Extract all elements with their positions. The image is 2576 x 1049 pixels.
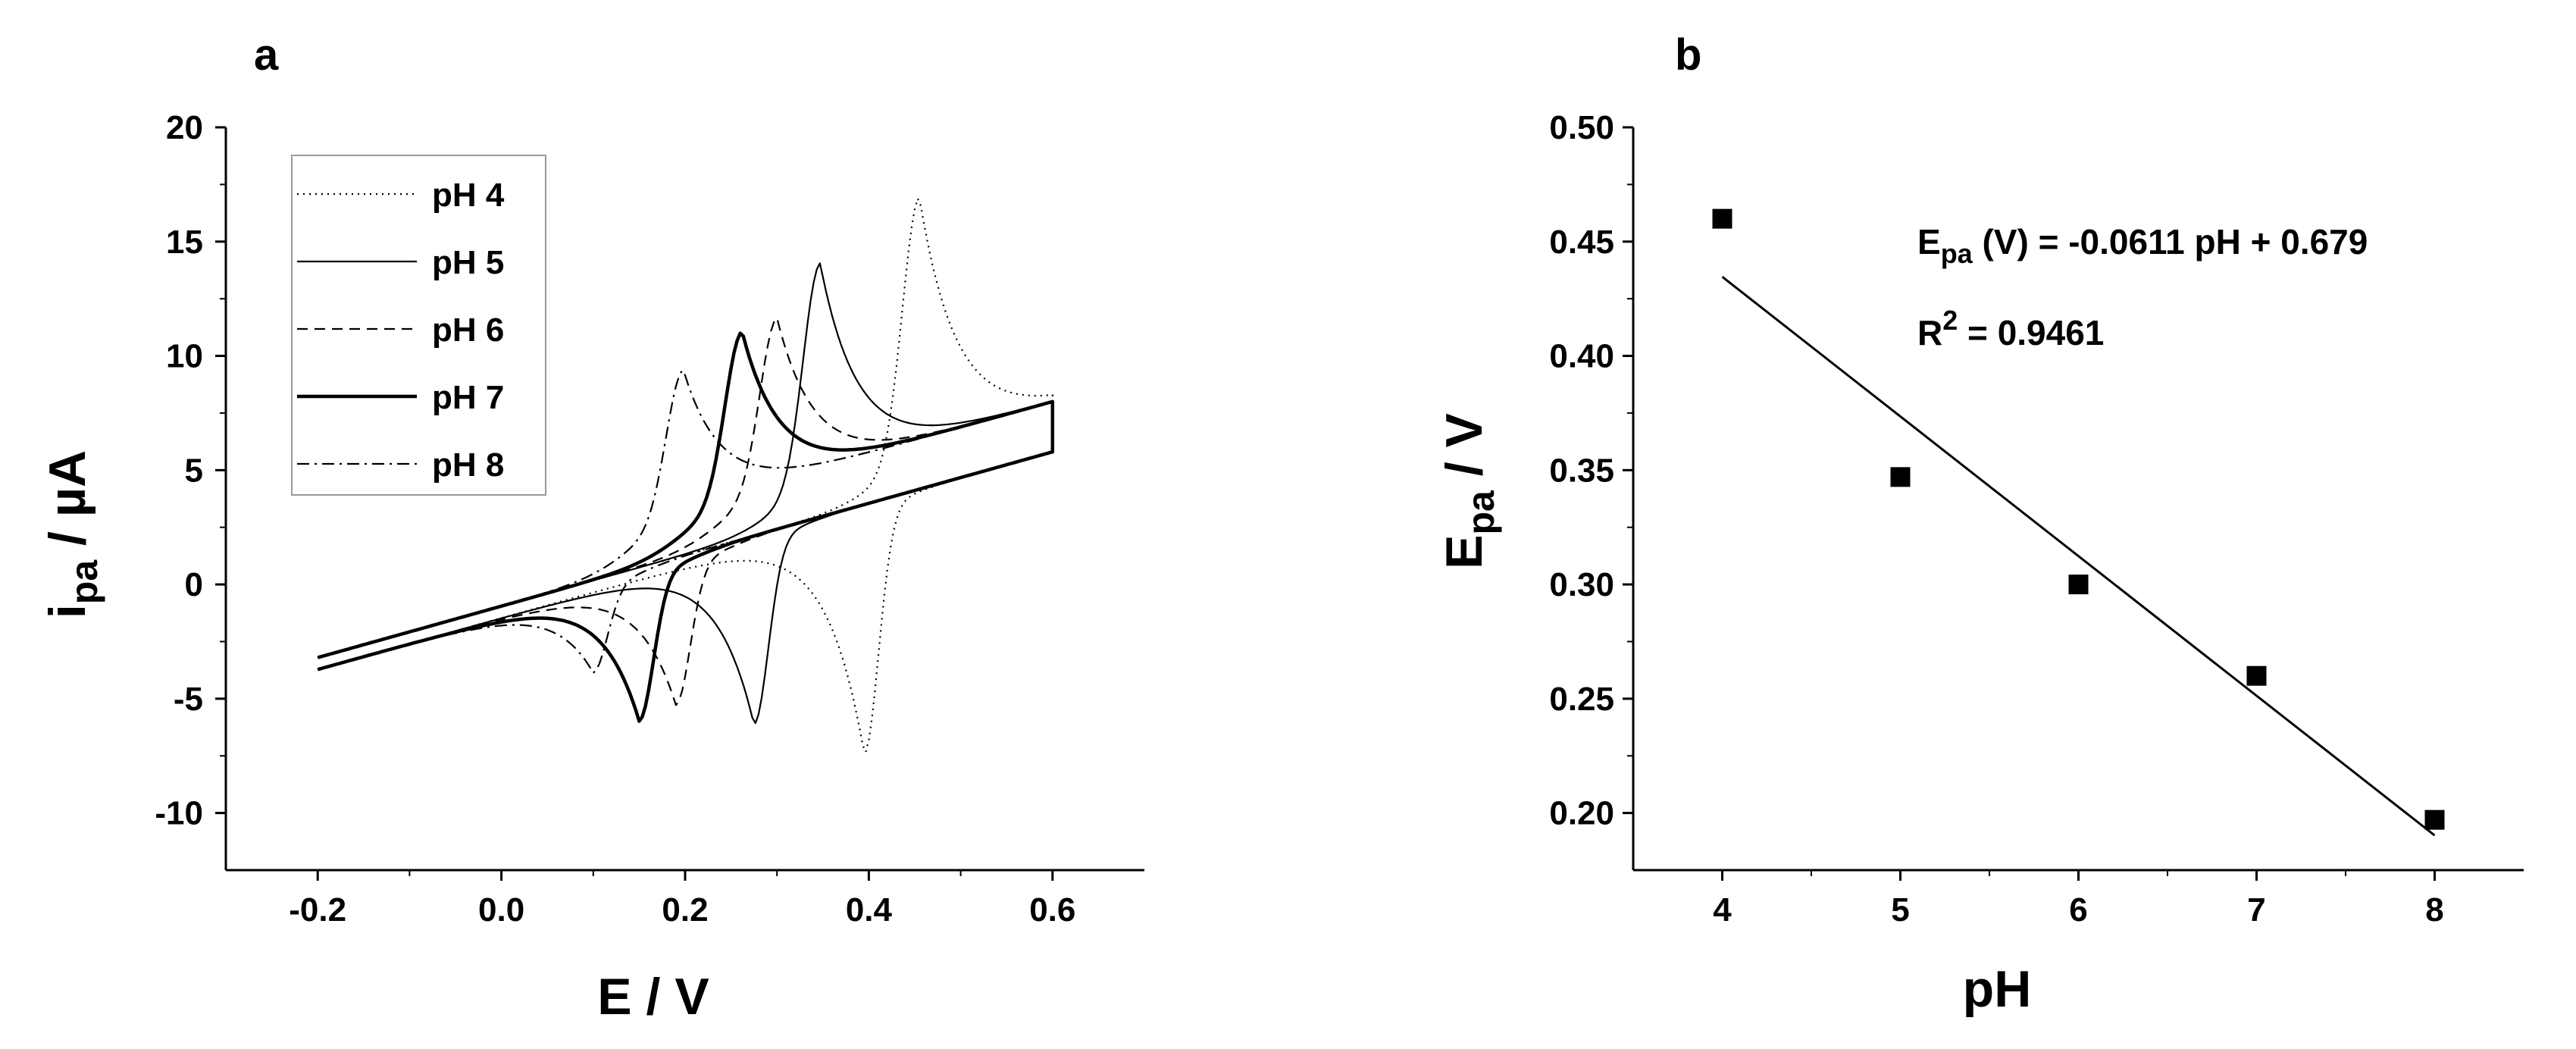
panel-a-y-tick-label: 20 xyxy=(166,109,203,146)
data-point xyxy=(1712,208,1732,229)
panel-a-y-tick-label: 0 xyxy=(185,566,203,603)
panel-a-y-label-main: i xyxy=(39,604,96,618)
panel-b-y-axis-label: Epa / V xyxy=(1435,413,1502,569)
panel-a-x-tick-label: 0.4 xyxy=(846,891,893,928)
cv-curve-ph-8 xyxy=(317,369,1053,674)
panel-b-x-tick-label: 5 xyxy=(1891,891,1909,928)
panel-a-axes: -10 -5 0 5 10 15 20 -0.2 0.0 0.2 0.4 0.6 xyxy=(155,109,1144,928)
panel-a-y-tick-label: 5 xyxy=(185,452,203,489)
panel-b-y-label-main: E xyxy=(1435,535,1493,569)
legend-label: pH 8 xyxy=(432,446,504,484)
panel-b-x-axis-label: pH xyxy=(1963,960,2032,1018)
panel-b-x-tick-label: 4 xyxy=(1713,891,1732,928)
panel-b-x-tick-label: 8 xyxy=(2425,891,2443,928)
panel-b-y-tick-label: 0.50 xyxy=(1549,109,1614,146)
panel-b-y-label-rest: / V xyxy=(1435,413,1493,490)
panel-b: b 0.20 0.25 0.30 0.35 0.40 0.45 0.50 4 5 6 7 8 pH E… xyxy=(1435,30,2524,1018)
legend-label: pH 6 xyxy=(432,312,504,349)
panel-a-letter: a xyxy=(254,30,279,80)
fit-equation-main: E xyxy=(1917,222,1941,261)
panel-b-letter: b xyxy=(1675,30,1701,80)
panel-a-y-label-rest: / µA xyxy=(39,450,96,560)
panel-a-y-axis-label: ipa / µA xyxy=(39,450,105,618)
panel-b-y-tick-label: 0.25 xyxy=(1549,681,1614,718)
panel-b-y-tick-label: 0.45 xyxy=(1549,224,1614,261)
panel-b-y-label-sub: pa xyxy=(1460,490,1502,535)
panel-a-x-axis-label: E / V xyxy=(597,968,709,1026)
panel-a-y-tick-label: 15 xyxy=(166,224,203,261)
fit-line xyxy=(1721,276,2436,837)
panel-a-x-tick-label: -0.2 xyxy=(289,891,346,928)
fit-equation-rest: (V) = -0.0611 pH + 0.679 xyxy=(1973,222,2368,261)
panel-a-curves xyxy=(317,197,1055,753)
panel-a-x-tick-label: 0.2 xyxy=(662,891,708,928)
panel-b-y-tick-label: 0.20 xyxy=(1549,795,1614,832)
data-point xyxy=(2424,809,2445,830)
r-squared: R2 = 0.9461 xyxy=(1917,305,2104,352)
legend-label: pH 5 xyxy=(432,244,504,281)
panel-b-x-tick-label: 6 xyxy=(2069,891,2087,928)
legend-label: pH 4 xyxy=(432,177,505,214)
r-squared-sup: 2 xyxy=(1942,305,1958,336)
panel-a-y-label-sub: pa xyxy=(63,559,105,605)
data-point xyxy=(1890,467,1911,487)
panel-a-x-tick-label: 0.6 xyxy=(1029,891,1075,928)
panel-b-fit xyxy=(1721,276,2436,837)
legend-label: pH 7 xyxy=(432,379,504,416)
panel-a-y-tick-label: 10 xyxy=(166,338,203,375)
data-point xyxy=(2068,575,2089,595)
panel-a-y-tick-label: -10 xyxy=(155,795,203,832)
legend-box xyxy=(291,155,546,496)
panel-a-legend: pH 4 pH 5 pH 6 pH 7 pH 8 xyxy=(291,155,546,496)
fit-equation-sub: pa xyxy=(1941,238,1973,269)
panel-a-y-tick-label: -5 xyxy=(174,681,203,718)
r-squared-main: R xyxy=(1917,313,1942,352)
panel-b-axes: 0.20 0.25 0.30 0.35 0.40 0.45 0.50 4 5 6 7 8 xyxy=(1549,109,2524,928)
fit-equation: Epa (V) = -0.0611 pH + 0.679 xyxy=(1917,222,2368,269)
panel-b-x-tick-label: 7 xyxy=(2247,891,2265,928)
panel-b-points xyxy=(1712,208,2445,830)
data-point xyxy=(2246,665,2267,686)
panel-a: a -10 -5 0 5 10 15 20 -0.2 0.0 0.2 0.4 0.6 pH 4 pH 5… xyxy=(39,30,1144,1026)
panel-a-x-tick-label: 0.0 xyxy=(478,891,524,928)
r-squared-rest: = 0.9461 xyxy=(1958,313,2104,352)
panel-b-y-tick-label: 0.35 xyxy=(1549,452,1614,489)
panel-b-y-tick-label: 0.30 xyxy=(1549,566,1614,603)
panel-b-y-tick-label: 0.40 xyxy=(1549,338,1614,375)
